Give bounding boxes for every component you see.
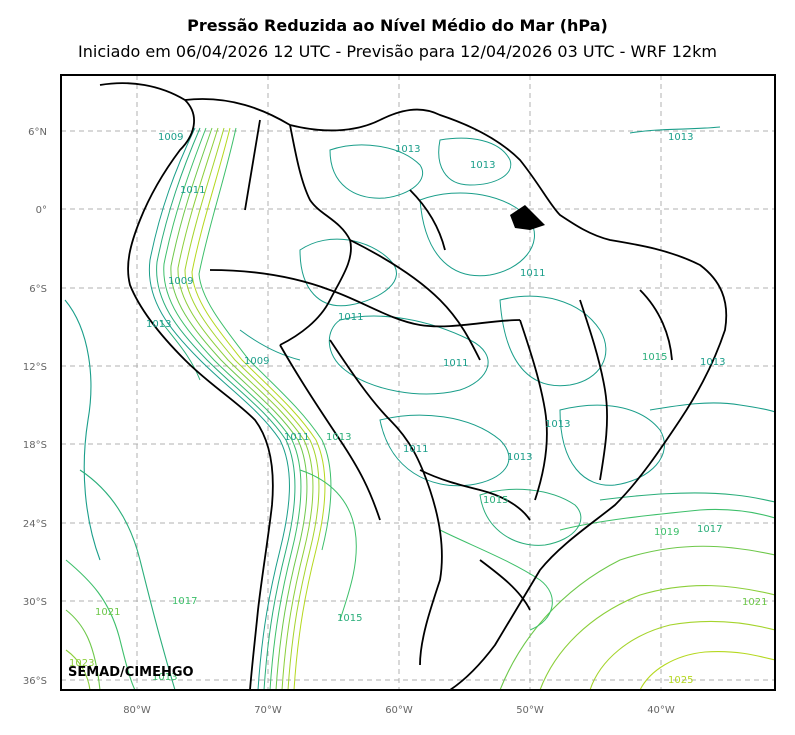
- ocean-isobars: [64, 126, 775, 690]
- contour-label: 1013: [545, 419, 570, 430]
- amazon-delta: [510, 205, 545, 230]
- contour-label: 1015: [642, 352, 667, 363]
- contour-label: 1013: [668, 132, 693, 143]
- andes-isobars: [148, 127, 332, 690]
- contour-label: 1015: [483, 495, 508, 506]
- contour-label: 1013: [470, 160, 495, 171]
- contour-label: 1021: [742, 597, 767, 608]
- contour-label: 1013: [152, 672, 177, 683]
- contour-label: 1025: [668, 675, 693, 686]
- credit-label: SEMAD/CIMEHGO: [68, 665, 194, 680]
- lat-tick: 36°S: [23, 676, 47, 687]
- contour-label: 1011: [520, 268, 545, 279]
- lat-tick: 24°S: [23, 519, 47, 530]
- contour-label: 1013: [395, 144, 420, 155]
- contour-label: 1013: [326, 432, 351, 443]
- contour-label: 1017: [697, 524, 722, 535]
- contour-label: 1011: [180, 185, 205, 196]
- lon-tick: 40°W: [647, 705, 675, 716]
- contour-label: 1011: [443, 358, 468, 369]
- contour-label: 1011: [403, 444, 428, 455]
- contour-label: 1023: [69, 658, 94, 669]
- gridlines: [61, 75, 775, 690]
- contour-label: 1009: [244, 356, 269, 367]
- lon-tick: 80°W: [123, 705, 151, 716]
- contour-label: 1011: [338, 312, 363, 323]
- contour-label: 1015: [337, 613, 362, 624]
- contour-label: 1013: [700, 357, 725, 368]
- lat-tick: 12°S: [23, 362, 47, 373]
- contour-label: 1011: [284, 432, 309, 443]
- lat-ticks: 6°N 0° 6°S 12°S 18°S 24°S 30°S 36°S: [23, 127, 47, 687]
- lat-tick: 6°N: [28, 127, 47, 138]
- lat-tick: 0°: [36, 205, 47, 216]
- contour-label: 1009: [158, 132, 183, 143]
- lon-tick: 60°W: [385, 705, 413, 716]
- map-subtitle: Iniciado em 06/04/2026 12 UTC - Previsão…: [78, 42, 717, 61]
- interior-isobars: [299, 137, 665, 631]
- contour-label: 1019: [654, 527, 679, 538]
- lat-tick: 6°S: [29, 284, 47, 295]
- contour-label: 1013: [507, 452, 532, 463]
- lat-tick: 30°S: [23, 597, 47, 608]
- lat-tick: 18°S: [23, 440, 47, 451]
- borders: [99, 82, 728, 690]
- map-frame: [60, 74, 776, 691]
- contour-labels: 1009 1011 1013 1013 1013 1011 1009 1011 …: [69, 132, 767, 686]
- lon-ticks: 80°W 70°W 60°W 50°W 40°W: [123, 705, 675, 716]
- lon-tick: 70°W: [254, 705, 282, 716]
- contour-label: 1021: [95, 607, 120, 618]
- lon-tick: 50°W: [516, 705, 544, 716]
- contour-label: 1017: [172, 596, 197, 607]
- contour-label: 1013: [146, 319, 171, 330]
- map-title: Pressão Reduzida ao Nível Médio do Mar (…: [187, 16, 608, 35]
- contour-label: 1009: [168, 276, 193, 287]
